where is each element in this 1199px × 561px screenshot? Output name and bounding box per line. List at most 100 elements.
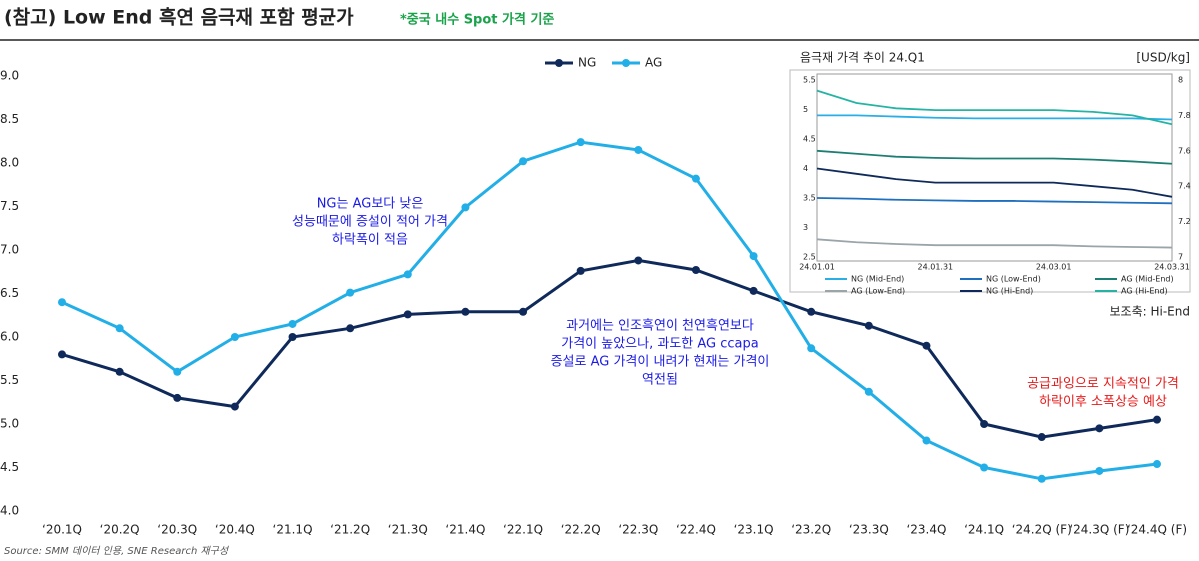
x-tick-label: 24.01.31 bbox=[918, 263, 954, 272]
legend-label: NG (Low-End) bbox=[986, 275, 1041, 284]
y-tick-label: 5 bbox=[803, 105, 808, 114]
point bbox=[576, 266, 585, 275]
point bbox=[1037, 433, 1046, 442]
series-line bbox=[817, 114, 1173, 121]
point bbox=[980, 420, 989, 428]
x-tick-label: ‘22.3Q bbox=[618, 523, 658, 537]
x-tick-label: 24.01.01 bbox=[799, 263, 835, 272]
y2-tick-label: 7.8 bbox=[1178, 111, 1191, 120]
point bbox=[115, 324, 124, 333]
y-tick-label: 8.0 bbox=[0, 156, 19, 170]
point bbox=[115, 367, 124, 376]
x-tick-label: ‘22.2Q bbox=[561, 523, 601, 537]
point bbox=[922, 436, 931, 445]
y-tick-label: 5.5 bbox=[0, 373, 19, 387]
y-tick-label: 3 bbox=[803, 223, 808, 232]
x-tick-label: ‘23.3Q bbox=[849, 523, 889, 537]
y2-tick-label: 7.4 bbox=[1178, 182, 1191, 191]
annotation: 증설로 AG 가격이 내려가 현재는 가격이 bbox=[551, 355, 770, 370]
point bbox=[807, 307, 816, 316]
y-tick-label: 7.0 bbox=[0, 243, 19, 257]
point bbox=[461, 307, 470, 316]
y-tick-label: 8.5 bbox=[0, 112, 19, 126]
point bbox=[749, 286, 758, 295]
point bbox=[346, 288, 355, 297]
y-tick-label: 3.5 bbox=[803, 194, 816, 203]
point bbox=[519, 307, 528, 316]
point bbox=[1095, 466, 1104, 475]
point bbox=[519, 157, 528, 166]
y-tick-label: 4 bbox=[803, 164, 808, 173]
point bbox=[403, 310, 412, 319]
inset-unit: [USD/kg] bbox=[1136, 51, 1190, 65]
point bbox=[58, 298, 66, 307]
series-line bbox=[61, 140, 1158, 481]
legend-label: AG (Mid-End) bbox=[1121, 275, 1174, 284]
x-tick-label: ‘20.1Q bbox=[42, 523, 82, 537]
x-tick-label: ‘22.4Q bbox=[676, 523, 716, 537]
x-tick-label: ‘23.2Q bbox=[791, 523, 831, 537]
legend-marker bbox=[622, 59, 630, 67]
x-tick-label: ‘20.4Q bbox=[215, 523, 255, 537]
point bbox=[403, 270, 412, 279]
x-tick-label: ‘24.3Q (F) bbox=[1069, 523, 1129, 537]
point bbox=[691, 266, 700, 275]
legend-label: AG (Low-End) bbox=[851, 287, 905, 296]
legend-label: NG (Mid-End) bbox=[851, 275, 904, 284]
legend-label: NG bbox=[578, 56, 596, 70]
x-tick-label: ‘22.1Q bbox=[503, 523, 543, 537]
annotation: 가격이 높았으나, 과도한 AG ccapa bbox=[561, 337, 758, 352]
inset-frame bbox=[789, 69, 1191, 293]
x-tick-label: 24.03.01 bbox=[1036, 263, 1072, 272]
point bbox=[230, 333, 239, 341]
legend-label: AG bbox=[645, 56, 662, 70]
y-tick-label: 5.5 bbox=[803, 76, 816, 85]
x-tick-label: ‘23.4Q bbox=[906, 523, 946, 537]
point bbox=[922, 341, 931, 350]
point bbox=[173, 393, 182, 402]
series-line bbox=[816, 197, 1173, 205]
x-tick-label: ‘21.1Q bbox=[273, 523, 313, 537]
series-line bbox=[816, 149, 1173, 165]
annotation: NG는 AG보다 낮은 bbox=[317, 197, 424, 212]
y-tick-label: 9.0 bbox=[0, 69, 19, 83]
point bbox=[1037, 474, 1046, 483]
y2-tick-label: 7.2 bbox=[1178, 217, 1191, 226]
y-tick-label: 7.5 bbox=[0, 199, 19, 213]
note: *중국 내수 Spot 가격 기준 bbox=[400, 12, 554, 28]
inset-title: 음극재 가격 추이 24.Q1 bbox=[800, 51, 925, 65]
inset-plot-frame bbox=[816, 73, 1173, 262]
point bbox=[807, 344, 816, 353]
point bbox=[461, 203, 470, 212]
x-tick-label: ‘21.4Q bbox=[445, 523, 485, 537]
x-tick-label: ‘24.2Q (F) bbox=[1012, 523, 1072, 537]
legend-marker bbox=[555, 59, 563, 67]
source: Source: SMM 데이터 인용, SNE Research 재구성 bbox=[4, 545, 230, 557]
point bbox=[980, 463, 989, 472]
y-tick-label: 6.5 bbox=[0, 286, 19, 300]
x-tick-label: ‘24.4Q (F) bbox=[1127, 523, 1187, 537]
x-tick-label: ‘23.1Q bbox=[734, 523, 774, 537]
x-tick-label: ‘21.2Q bbox=[330, 523, 370, 537]
y-tick-label: 4.5 bbox=[0, 460, 19, 474]
x-tick-label: ‘20.3Q bbox=[157, 523, 197, 537]
point bbox=[749, 252, 758, 261]
point bbox=[173, 367, 182, 376]
y-tick-label: 5.0 bbox=[0, 417, 19, 431]
y-tick-label: 4.5 bbox=[803, 135, 816, 144]
y2-tick-label: 7 bbox=[1178, 253, 1183, 262]
x-tick-label: ‘24.1Q bbox=[964, 523, 1004, 537]
y2-note: 보조축: Hi-End bbox=[1110, 305, 1190, 319]
annotation: 하락이후 소폭상승 예상 bbox=[1039, 395, 1167, 410]
point bbox=[634, 145, 643, 154]
y-tick-label: 4.0 bbox=[0, 504, 19, 518]
point bbox=[1095, 424, 1104, 433]
series-line bbox=[816, 238, 1173, 249]
x-tick-label: 24.03.31 bbox=[1154, 263, 1190, 272]
point bbox=[1153, 415, 1161, 424]
annotation: 성능때문에 증설이 적어 가격 bbox=[292, 215, 448, 230]
y-tick-label: 6.0 bbox=[0, 330, 19, 344]
annotation: 역전됨 bbox=[642, 373, 678, 388]
